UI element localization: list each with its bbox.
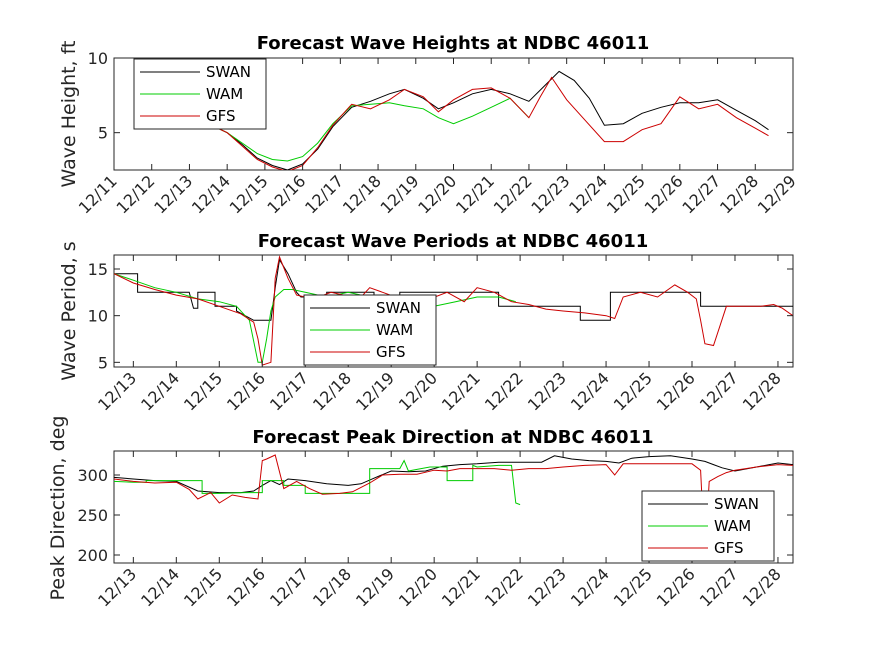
legend-label-wam: WAM xyxy=(714,517,751,535)
y-tick-label: 5 xyxy=(98,124,108,143)
legend-label-swan: SWAN xyxy=(376,299,421,317)
x-tick-label: 12/23 xyxy=(527,171,573,217)
y-tick-label: 200 xyxy=(77,546,108,565)
x-tick-label: 12/13 xyxy=(94,564,140,610)
legend: SWAN WAM GFS xyxy=(303,294,437,366)
x-tick-label: 12/26 xyxy=(653,564,699,610)
x-tick-label: 12/13 xyxy=(94,368,140,414)
x-tick-label: 12/16 xyxy=(263,171,309,217)
x-tick-label: 12/22 xyxy=(481,368,527,414)
x-tick-label: 12/16 xyxy=(223,564,269,610)
x-tick-label: 12/27 xyxy=(678,171,724,217)
x-tick-label: 12/15 xyxy=(226,171,272,217)
plot-area-frame xyxy=(113,254,794,368)
series-line-gfs xyxy=(114,454,793,559)
x-tick-label: 12/26 xyxy=(641,171,687,217)
chart-1: 51012/1112/1212/1312/1412/1512/1612/1712… xyxy=(75,49,800,217)
legend-label-swan: SWAN xyxy=(714,495,759,513)
x-tick-label: 12/22 xyxy=(490,171,536,217)
x-tick-label: 12/25 xyxy=(603,171,649,217)
y-tick-label: 300 xyxy=(77,466,108,485)
x-tick-label: 12/15 xyxy=(180,564,226,610)
y-tick-label: 250 xyxy=(77,506,108,525)
x-tick-label: 12/20 xyxy=(395,368,441,414)
chart-2: 5 10 15 12/1312/1412/1512/1612/1712/1812/19… xyxy=(88,254,794,414)
chart-3: 20025030012/1312/1412/1512/1612/1712/181… xyxy=(77,450,794,610)
x-tick-label: 12/19 xyxy=(352,564,398,610)
x-tick-label: 12/20 xyxy=(395,564,441,610)
x-tick-label: 12/23 xyxy=(524,564,570,610)
x-tick-label: 12/23 xyxy=(524,368,570,414)
x-tick-label: 12/11 xyxy=(75,171,121,217)
x-tick-label: 12/24 xyxy=(567,564,613,610)
x-tick-label: 12/21 xyxy=(452,171,498,217)
x-tick-label: 12/27 xyxy=(696,564,742,610)
series-line-gfs xyxy=(114,255,793,366)
chart-2-ylabel: Wave Period, s xyxy=(58,241,80,380)
legend-label-gfs: GFS xyxy=(206,107,236,125)
chart-2-title: Forecast Wave Periods at NDBC 46011 xyxy=(258,231,649,252)
y-tick-label: 10 xyxy=(88,49,108,68)
series-line-swan xyxy=(217,70,769,170)
x-tick-label: 12/19 xyxy=(377,171,423,217)
x-tick-label: 12/12 xyxy=(113,171,159,217)
legend-label-gfs: GFS xyxy=(376,343,406,361)
y-tick-label: 10 xyxy=(88,307,108,326)
x-tick-label: 12/24 xyxy=(565,171,611,217)
x-tick-label: 12/28 xyxy=(739,564,785,610)
x-tick-label: 12/18 xyxy=(309,564,355,610)
series-line-wam xyxy=(217,97,530,162)
x-tick-label: 12/28 xyxy=(716,171,762,217)
x-tick-label: 12/14 xyxy=(137,564,183,610)
x-tick-label: 12/15 xyxy=(180,368,226,414)
chart-3-ylabel: Peak Direction, deg xyxy=(47,416,69,601)
chart-1-title: Forecast Wave Heights at NDBC 46011 xyxy=(257,33,650,54)
legend: SWAN WAM GFS xyxy=(641,490,775,562)
x-tick-label: 12/16 xyxy=(223,368,269,414)
x-tick-label: 12/20 xyxy=(414,171,460,217)
series-line-wam xyxy=(114,459,521,506)
x-tick-label: 12/18 xyxy=(339,171,385,217)
x-tick-label: 12/21 xyxy=(438,368,484,414)
x-tick-label: 12/21 xyxy=(438,564,484,610)
x-tick-label: 12/17 xyxy=(266,368,312,414)
x-tick-label: 12/17 xyxy=(266,564,312,610)
x-tick-label: 12/14 xyxy=(188,171,234,217)
x-tick-label: 12/25 xyxy=(610,564,656,610)
x-tick-label: 12/14 xyxy=(137,368,183,414)
x-tick-label: 12/28 xyxy=(739,368,785,414)
legend-label-wam: WAM xyxy=(206,85,243,103)
x-tick-label: 12/27 xyxy=(696,368,742,414)
x-tick-label: 12/13 xyxy=(150,171,196,217)
series-line-gfs xyxy=(217,76,769,170)
legend-label-swan: SWAN xyxy=(206,63,251,81)
x-tick-label: 12/19 xyxy=(352,368,398,414)
series-line-swan xyxy=(114,455,793,494)
x-tick-label: 12/18 xyxy=(309,368,355,414)
legend-label-gfs: GFS xyxy=(714,539,744,557)
y-tick-label: 15 xyxy=(88,260,108,279)
y-tick-label: 5 xyxy=(98,353,108,372)
x-tick-label: 12/17 xyxy=(301,171,347,217)
x-tick-label: 12/22 xyxy=(481,564,527,610)
x-tick-label: 12/24 xyxy=(567,368,613,414)
x-tick-label: 12/29 xyxy=(754,171,800,217)
x-tick-label: 12/25 xyxy=(610,368,656,414)
legend-label-wam: WAM xyxy=(376,321,413,339)
x-tick-label: 12/26 xyxy=(653,368,699,414)
chart-1-ylabel: Wave Height, ft xyxy=(58,41,80,188)
chart-3-title: Forecast Peak Direction at NDBC 46011 xyxy=(252,427,653,448)
legend: SWAN WAM GFS xyxy=(133,58,267,130)
